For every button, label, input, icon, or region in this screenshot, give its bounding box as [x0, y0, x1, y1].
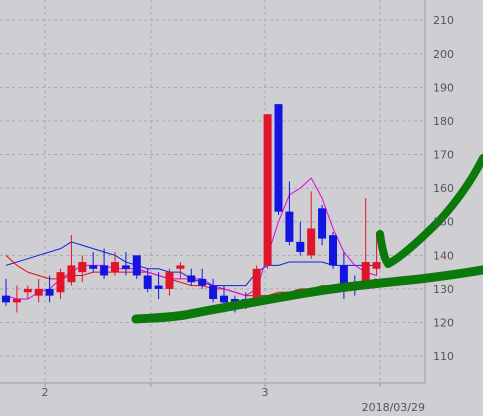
candle	[329, 231, 337, 269]
y-tick-label: 160	[433, 182, 454, 195]
candle-body	[111, 262, 119, 273]
candle-body	[209, 285, 218, 300]
candle	[45, 275, 54, 303]
candle-body	[307, 228, 316, 256]
grid	[0, 0, 426, 387]
candle-body	[143, 275, 152, 289]
candle	[285, 181, 294, 246]
y-tick-label: 110	[433, 350, 454, 363]
candle-body	[132, 255, 141, 276]
candle-body	[274, 104, 283, 212]
candle	[372, 231, 381, 276]
candle	[12, 285, 21, 313]
candle	[165, 268, 174, 296]
candle	[111, 251, 119, 276]
candle	[121, 251, 130, 276]
hand-drawn-annotation	[131, 154, 483, 324]
candle-body	[100, 265, 109, 276]
candle-body	[165, 272, 174, 289]
candle	[361, 198, 370, 286]
candle	[23, 285, 32, 300]
candle	[209, 278, 218, 303]
y-tick-label: 130	[433, 283, 454, 296]
hand-drawn-check-arrow	[376, 154, 483, 268]
candle-body	[329, 235, 337, 266]
candle-body	[67, 265, 76, 283]
candle	[132, 255, 141, 279]
candle	[263, 114, 272, 269]
candle	[198, 268, 207, 289]
candle	[154, 272, 163, 300]
candle-body	[198, 278, 207, 286]
candle	[307, 191, 316, 259]
candle	[274, 104, 283, 216]
candle-body	[154, 285, 163, 289]
y-tick-label: 170	[433, 149, 454, 162]
axis-labels: 110 120 130 140 150 160 170 180 190 200 210 2 3 2018/…	[42, 14, 455, 414]
candle-body	[34, 288, 43, 296]
y-tick-label: 200	[433, 48, 454, 61]
candle-body	[23, 288, 32, 293]
candle-body	[187, 275, 196, 283]
candle	[2, 278, 10, 306]
candle-body	[56, 272, 65, 293]
candle-body	[121, 265, 130, 269]
x-tick-label: 2	[42, 386, 49, 399]
candle	[78, 255, 87, 283]
candle	[89, 251, 98, 273]
candle	[318, 204, 327, 246]
candle-body	[2, 295, 10, 303]
candle	[100, 248, 109, 279]
candle	[187, 268, 196, 286]
candle-body	[285, 211, 294, 242]
y-tick-label: 140	[433, 249, 454, 262]
candle-body	[89, 265, 98, 269]
y-tick-label: 180	[433, 115, 454, 128]
candle	[67, 235, 76, 286]
candle-body	[263, 114, 272, 266]
candle-body	[78, 262, 87, 273]
candle	[296, 221, 305, 256]
candle-body	[252, 268, 261, 303]
candle-body	[361, 262, 370, 283]
candle	[176, 262, 185, 279]
hand-drawn-support-line	[131, 265, 483, 324]
candle	[34, 278, 43, 303]
x-tick-label: 3	[262, 386, 269, 399]
y-tick-label: 150	[433, 216, 454, 229]
y-tick-label: 210	[433, 14, 454, 27]
candle-body	[339, 265, 348, 286]
candle-body	[318, 208, 327, 239]
candle-body	[12, 299, 21, 303]
candle-body	[230, 299, 239, 303]
candle	[143, 268, 152, 293]
candle-body	[45, 288, 54, 296]
candle	[56, 268, 65, 300]
candle-body	[372, 262, 381, 269]
candles	[2, 104, 381, 313]
y-tick-label: 120	[433, 317, 454, 330]
candle-body	[220, 295, 228, 303]
candle-body	[176, 265, 185, 269]
date-label: 2018/03/29	[362, 401, 425, 414]
y-tick-label: 190	[433, 81, 454, 94]
candle-body	[296, 241, 305, 252]
